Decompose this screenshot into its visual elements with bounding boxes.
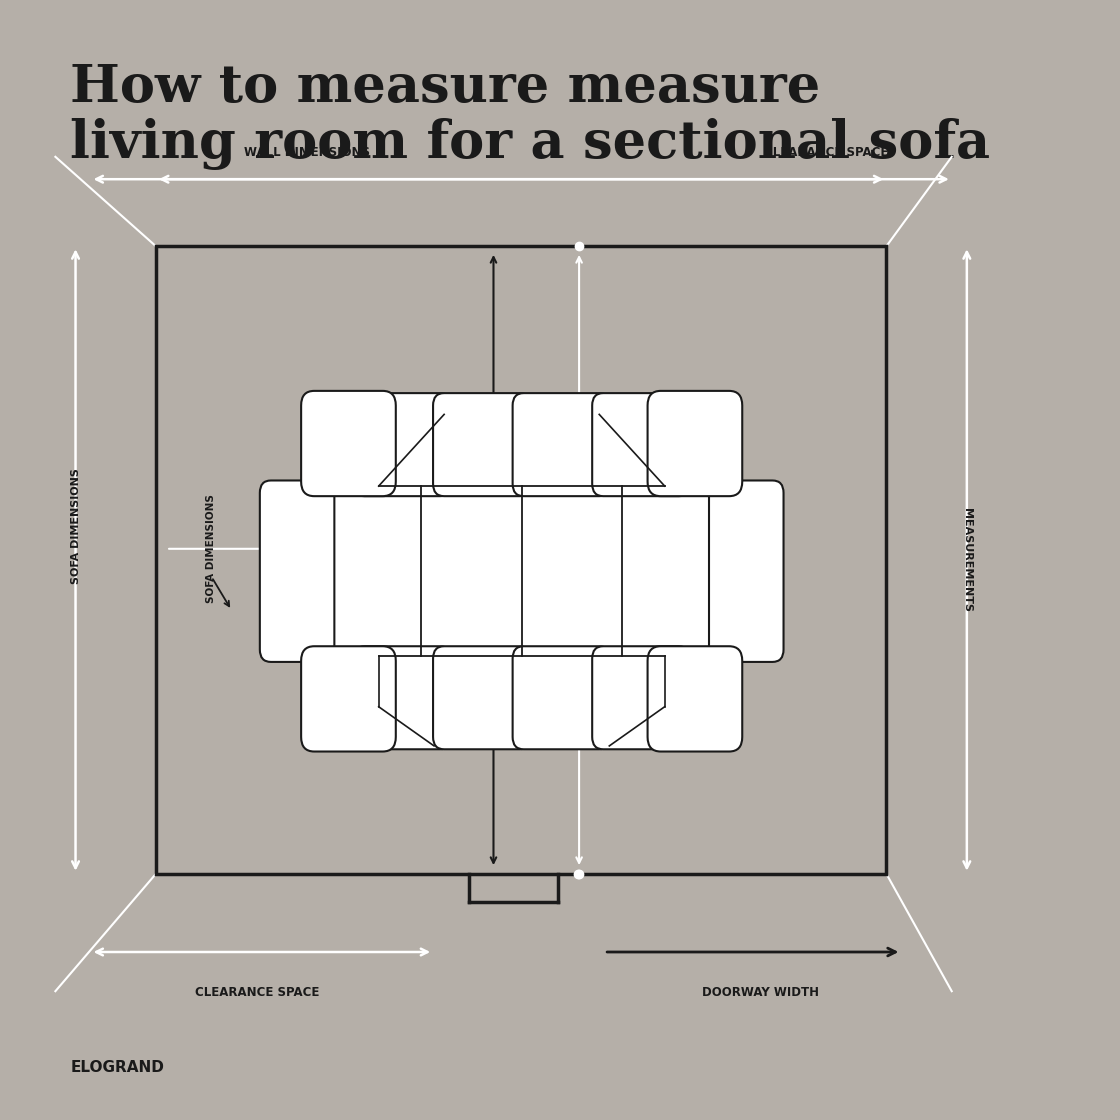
Text: WALL DIMENSIONS: WALL DIMENSIONS <box>244 146 371 159</box>
Text: CLEARANCE SPACE: CLEARANCE SPACE <box>764 146 888 159</box>
Text: living room for a sectional sofa: living room for a sectional sofa <box>71 118 990 169</box>
Text: DOORWAY WIDTH: DOORWAY WIDTH <box>702 986 819 999</box>
FancyBboxPatch shape <box>354 646 451 749</box>
Text: SOFA DIMENSIONS: SOFA DIMENSIONS <box>206 494 216 604</box>
FancyBboxPatch shape <box>433 393 531 496</box>
Text: SOFA DIMENSIONS: SOFA DIMENSIONS <box>71 468 81 585</box>
Text: ELOGRAND: ELOGRAND <box>71 1061 165 1075</box>
FancyBboxPatch shape <box>592 393 690 496</box>
FancyBboxPatch shape <box>301 391 395 496</box>
FancyBboxPatch shape <box>647 646 743 752</box>
FancyBboxPatch shape <box>709 480 784 662</box>
FancyBboxPatch shape <box>314 395 730 747</box>
FancyBboxPatch shape <box>592 646 690 749</box>
FancyBboxPatch shape <box>513 393 610 496</box>
Text: MEASUREMENTS: MEASUREMENTS <box>962 508 972 612</box>
Text: CLEARANCE SPACE: CLEARANCE SPACE <box>195 986 319 999</box>
FancyBboxPatch shape <box>301 646 395 752</box>
FancyBboxPatch shape <box>647 391 743 496</box>
FancyBboxPatch shape <box>354 393 451 496</box>
FancyBboxPatch shape <box>513 646 610 749</box>
FancyBboxPatch shape <box>260 480 335 662</box>
Text: How to measure measure: How to measure measure <box>71 62 821 113</box>
FancyBboxPatch shape <box>433 646 531 749</box>
